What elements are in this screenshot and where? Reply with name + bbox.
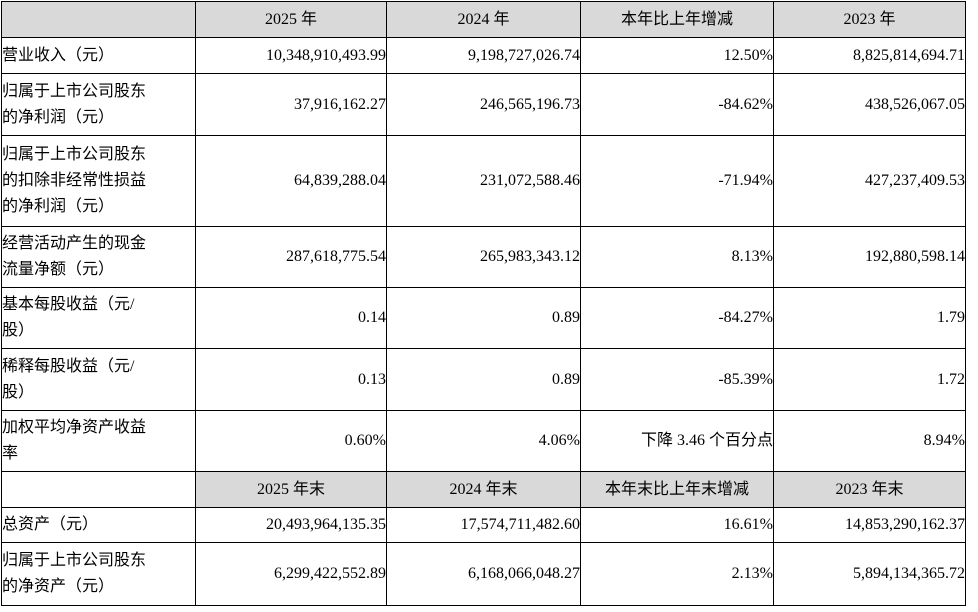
table-row-revenue: 营业收入（元） 10,348,910,493.99 9,198,727,026.…	[1, 37, 966, 74]
row-label: 归属于上市公司股东 的扣除非经常性损益 的净利润（元）	[1, 135, 196, 227]
value-2023: 14,853,290,162.37	[773, 507, 966, 543]
row-label-line: 营业收入（元）	[2, 46, 115, 64]
header-2024: 2024 年	[386, 1, 581, 38]
row-label: 归属于上市公司股东 的净利润（元）	[1, 73, 196, 136]
value-change: -85.39%	[580, 348, 774, 411]
value-2023: 438,526,067.05	[773, 73, 966, 136]
value-2023: 427,237,409.53	[773, 135, 966, 227]
value-2024: 0.89	[386, 348, 581, 411]
value-2025: 10,348,910,493.99	[195, 37, 387, 74]
row-label-line: 归属于上市公司股东	[2, 552, 147, 569]
value-change: 2.13%	[580, 542, 774, 606]
value-2025: 0.13	[195, 348, 387, 411]
value-2024: 231,072,588.46	[386, 135, 581, 227]
header-row-year-end: 2025 年末 2024 年末 本年末比上年末增减 2023 年末	[1, 471, 966, 508]
value-2023: 1.72	[773, 348, 966, 411]
header-2023-year-end: 2023 年末	[773, 471, 966, 508]
row-label-line: 总资产（元）	[2, 516, 99, 533]
header-year-end-change: 本年末比上年末增减	[580, 471, 774, 508]
value-change: -84.27%	[580, 287, 774, 349]
row-label-line: 股）	[2, 383, 35, 401]
row-label: 稀释每股收益（元/ 股）	[1, 348, 196, 411]
value-2024: 4.06%	[386, 410, 581, 472]
row-label-line: 的净资产（元）	[2, 578, 115, 595]
table-row-net-profit: 归属于上市公司股东 的净利润（元） 37,916,162.27 246,565,…	[1, 73, 966, 136]
row-label-line: 基本每股收益（元/	[2, 296, 135, 313]
financial-data-table: 2025 年 2024 年 本年比上年增减 2023 年 营业收入（元） 10,…	[1, 1, 966, 606]
value-2024: 6,168,066,048.27	[386, 542, 581, 606]
row-label-line: 的扣除非经常性损益	[2, 172, 147, 189]
row-label-line: 归属于上市公司股东	[2, 82, 147, 100]
table-row-net-profit-excl-nonrecurring: 归属于上市公司股东 的扣除非经常性损益 的净利润（元） 64,839,288.0…	[1, 135, 966, 227]
value-2023: 1.79	[773, 287, 966, 349]
table-row-weighted-roe: 加权平均净资产收益 率 0.60% 4.06% 下降 3.46 个百分点 8.9…	[1, 410, 966, 472]
value-2024: 9,198,727,026.74	[386, 37, 581, 74]
value-2025: 64,839,288.04	[195, 135, 387, 227]
value-change: 16.61%	[580, 507, 774, 543]
value-change: -71.94%	[580, 135, 774, 227]
header-2025-year-end: 2025 年末	[195, 471, 387, 508]
header-2025: 2025 年	[195, 1, 387, 38]
table-row-operating-cash-flow: 经营活动产生的现金 流量净额（元） 287,618,775.54 265,983…	[1, 226, 966, 288]
value-2025: 6,299,422,552.89	[195, 542, 387, 606]
value-2023: 8.94%	[773, 410, 966, 472]
header-yoy-change: 本年比上年增减	[580, 1, 774, 38]
value-2025: 0.60%	[195, 410, 387, 472]
value-2023: 192,880,598.14	[773, 226, 966, 288]
value-2025: 0.14	[195, 287, 387, 349]
row-label-line: 的净利润（元）	[2, 198, 115, 215]
value-2024: 246,565,196.73	[386, 73, 581, 136]
row-label-line: 稀释每股收益（元/	[2, 357, 135, 375]
row-label-line: 归属于上市公司股东	[2, 146, 147, 163]
row-label: 归属于上市公司股东 的净资产（元）	[1, 542, 196, 606]
row-label: 基本每股收益（元/ 股）	[1, 287, 196, 349]
table-row-net-assets: 归属于上市公司股东 的净资产（元） 6,299,422,552.89 6,168…	[1, 542, 966, 606]
value-change: 12.50%	[580, 37, 774, 74]
row-label: 营业收入（元）	[1, 37, 196, 74]
table-row-diluted-eps: 稀释每股收益（元/ 股） 0.13 0.89 -85.39% 1.72	[1, 348, 966, 411]
value-2023: 5,894,134,365.72	[773, 542, 966, 606]
row-label-line: 的净利润（元）	[2, 108, 115, 126]
table-row-total-assets: 总资产（元） 20,493,964,135.35 17,574,711,482.…	[1, 507, 966, 543]
header-corner-cell	[1, 1, 196, 38]
value-2025: 287,618,775.54	[195, 226, 387, 288]
row-label: 经营活动产生的现金 流量净额（元）	[1, 226, 196, 288]
value-2024: 17,574,711,482.60	[386, 507, 581, 543]
value-change: 8.13%	[580, 226, 774, 288]
table-body: 2025 年 2024 年 本年比上年增减 2023 年 营业收入（元） 10,…	[1, 1, 966, 606]
value-2024: 0.89	[386, 287, 581, 349]
value-2025: 20,493,964,135.35	[195, 507, 387, 543]
header-2024-year-end: 2024 年末	[386, 471, 581, 508]
row-label: 加权平均净资产收益 率	[1, 410, 196, 472]
row-label-line: 经营活动产生的现金	[2, 235, 147, 252]
value-change: 下降 3.46 个百分点	[580, 410, 774, 472]
value-2025: 37,916,162.27	[195, 73, 387, 136]
header-row: 2025 年 2024 年 本年比上年增减 2023 年	[1, 1, 966, 38]
table-row-basic-eps: 基本每股收益（元/ 股） 0.14 0.89 -84.27% 1.79	[1, 287, 966, 349]
row-label-line: 加权平均净资产收益	[2, 419, 147, 436]
row-label-line: 流量净额（元）	[2, 261, 115, 278]
value-2024: 265,983,343.12	[386, 226, 581, 288]
value-change: -84.62%	[580, 73, 774, 136]
header-corner-cell	[1, 471, 196, 508]
header-2023: 2023 年	[773, 1, 966, 38]
row-label-line: 率	[2, 445, 19, 462]
value-2023: 8,825,814,694.71	[773, 37, 966, 74]
row-label: 总资产（元）	[1, 507, 196, 543]
row-label-line: 股）	[2, 322, 35, 339]
